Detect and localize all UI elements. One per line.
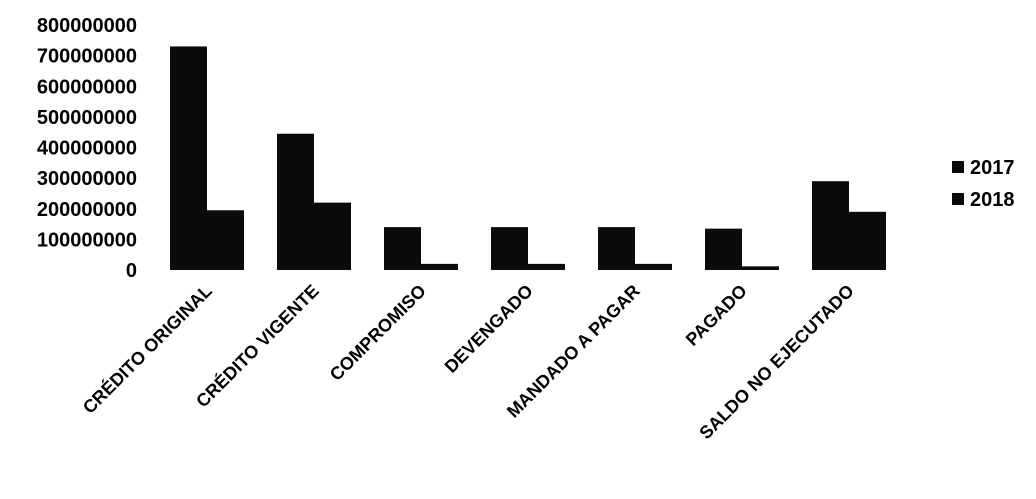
x-tick-label: PAGADO [682,281,751,350]
bar-2018 [421,263,458,270]
y-tick-label: 500000000 [37,107,137,129]
bar-2017 [705,228,742,270]
y-tick-label: 300000000 [37,168,137,190]
x-tick-label: COMPROMISO [326,281,430,385]
x-tick-label: CRÉDITO VIGENTE [192,280,323,411]
bars [170,46,886,270]
bar-2018 [528,263,565,270]
legend-label: 2017 [970,157,1015,179]
bar-2018 [742,266,779,270]
bar-2017 [812,181,849,270]
legend: 2017 2018 [952,157,1015,211]
bar-2017 [598,227,635,270]
bar-2018 [314,202,351,270]
y-tick-label: 600000000 [37,76,137,98]
bar-2017 [491,227,528,270]
y-tick-label: 400000000 [37,138,137,160]
y-tick-label: 200000000 [37,199,137,221]
legend-label: 2018 [970,189,1015,211]
legend-swatch [952,193,964,205]
bar-2017 [170,46,207,270]
y-tick-label: 700000000 [37,46,137,68]
y-tick-label: 100000000 [37,229,137,251]
y-tick-label: 0 [126,260,137,282]
bar-2018 [207,210,244,270]
x-tick-label: DEVENGADO [441,281,537,377]
bar-2017 [384,227,421,270]
bar-2018 [849,211,886,270]
bar-2018 [635,263,672,270]
bar-2017 [277,133,314,270]
y-axis: 800000000 700000000 600000000 500000000 4000… [37,15,137,282]
y-tick-label: 800000000 [37,15,137,37]
legend-swatch [952,161,964,173]
